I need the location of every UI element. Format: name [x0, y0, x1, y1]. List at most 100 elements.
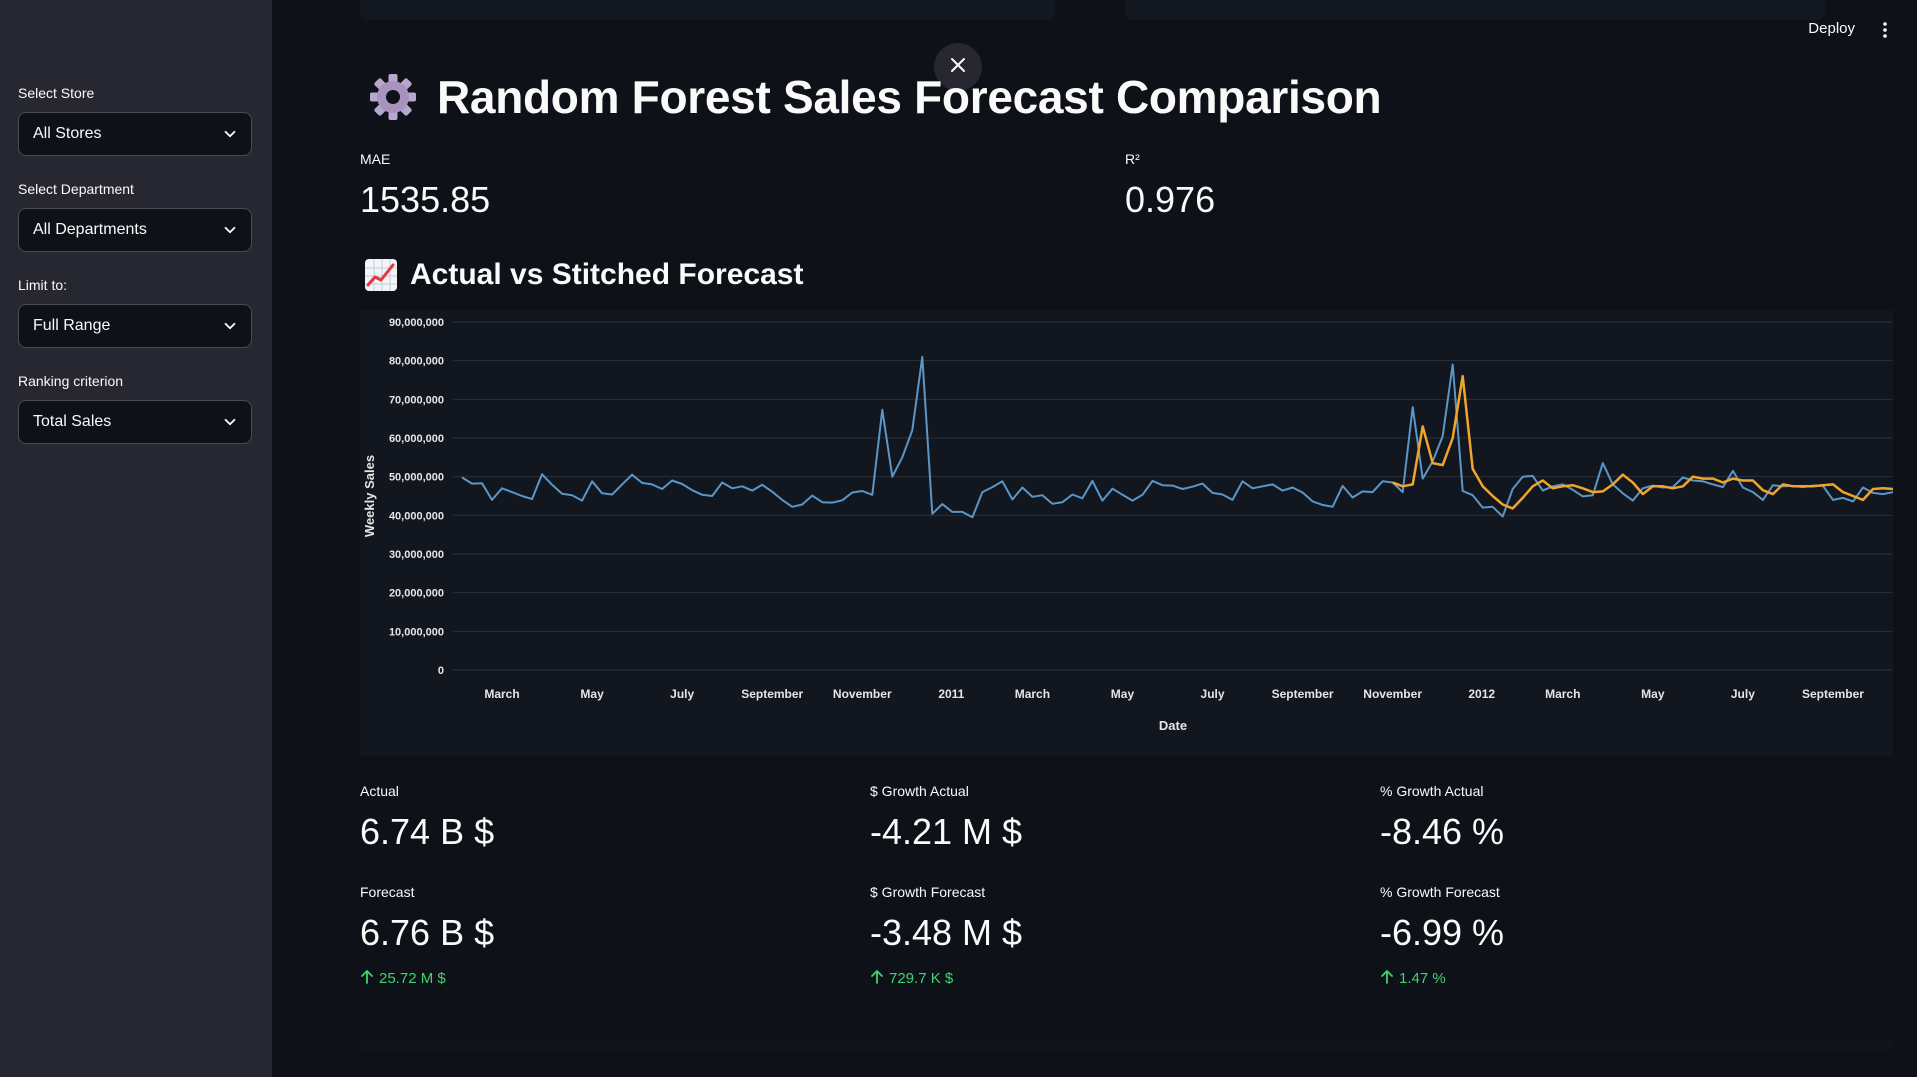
arrow-up-icon [870, 969, 884, 988]
y-tick-label: 0 [438, 665, 444, 677]
metric-r2: R² 0.976 [1125, 150, 1215, 222]
y-tick-label: 80,000,000 [389, 356, 444, 368]
metric-value: 6.76 B $ [360, 912, 495, 953]
x-tick-label: March [484, 687, 519, 701]
ranking-filter-label: Ranking criterion [18, 373, 124, 389]
metric-actual: Actual 6.74 B $ [360, 782, 494, 854]
metric-label: Actual [360, 783, 399, 799]
metric-growth-forecast: $ Growth Forecast -3.48 M $ 729.7 K $ [870, 883, 1022, 988]
x-tick-label: September [1802, 687, 1864, 701]
ranking-select[interactable]: Total Sales [18, 400, 252, 444]
store-select[interactable]: All Stores [18, 112, 252, 156]
chevron-down-icon [223, 223, 237, 237]
department-filter: Select Department All Departments [18, 180, 254, 252]
x-tick-label: 2011 [938, 687, 964, 701]
forecast-sales-line [1392, 374, 1893, 510]
chart-section-header: Actual vs Stitched Forecast [364, 258, 803, 292]
store-select-value: All Stores [33, 125, 102, 142]
x-tick-label: July [670, 687, 694, 701]
x-tick-label: September [1272, 687, 1334, 701]
sidebar: Select Store All Stores Select Departmen… [0, 0, 272, 1077]
metric-label: $ Growth Actual [870, 783, 969, 799]
x-tick-label: May [1641, 687, 1665, 701]
metric-pct-growth-forecast: % Growth Forecast -6.99 % 1.47 % [1380, 883, 1504, 988]
y-tick-label: 60,000,000 [389, 433, 444, 445]
metric-label: MAE [360, 151, 391, 167]
metric-label: Forecast [360, 884, 415, 900]
metric-value: -8.46 % [1380, 811, 1505, 852]
metric-delta-value: 25.72 M $ [379, 970, 446, 987]
metric-label: R² [1125, 151, 1140, 167]
x-axis-title: Date [1159, 718, 1187, 733]
y-tick-label: 30,000,000 [389, 549, 444, 561]
metric-value: -4.21 M $ [870, 811, 1023, 852]
x-tick-label: July [1201, 687, 1225, 701]
metric-pct-growth-actual: % Growth Actual -8.46 % [1380, 782, 1504, 854]
store-filter-label: Select Store [18, 85, 95, 101]
actual-sales-line [461, 355, 1893, 519]
limit-select-value: Full Range [33, 317, 111, 334]
store-filter: Select Store All Stores [18, 84, 254, 156]
department-filter-label: Select Department [18, 181, 134, 197]
top-panel-right [1125, 0, 1825, 20]
ranking-filter: Ranking criterion Total Sales [18, 372, 254, 444]
limit-filter: Limit to: Full Range [18, 276, 254, 348]
metric-forecast: Forecast 6.76 B $ 25.72 M $ [360, 883, 494, 988]
metric-value: 6.74 B $ [360, 811, 495, 852]
metric-mae: MAE 1535.85 [360, 150, 490, 222]
bottom-panel [360, 1040, 1893, 1050]
ranking-select-value: Total Sales [33, 413, 112, 430]
page-header: Random Forest Sales Forecast Comparison [367, 70, 1382, 124]
metric-delta: 1.47 % [1380, 969, 1504, 988]
department-select[interactable]: All Departments [18, 208, 252, 252]
chart-section-title: Actual vs Stitched Forecast [410, 258, 804, 291]
deploy-button[interactable]: Deploy [1808, 20, 1855, 37]
y-tick-label: 90,000,000 [389, 317, 444, 329]
y-tick-label: 40,000,000 [389, 510, 444, 522]
x-tick-label: September [741, 687, 803, 701]
department-select-value: All Departments [33, 221, 147, 238]
y-axis-title: Weekly Sales [362, 455, 377, 537]
metric-value: 1535.85 [360, 179, 491, 220]
close-icon [950, 57, 966, 78]
y-tick-label: 50,000,000 [389, 472, 444, 484]
y-tick-label: 70,000,000 [389, 394, 444, 406]
x-tick-label: March [1545, 687, 1580, 701]
x-tick-label: July [1731, 687, 1755, 701]
y-tick-label: 20,000,000 [389, 588, 444, 600]
x-tick-label: March [1015, 687, 1050, 701]
arrow-up-icon [1380, 969, 1394, 988]
x-tick-label: May [580, 687, 604, 701]
metric-growth-actual: $ Growth Actual -4.21 M $ [870, 782, 1022, 854]
x-tick-label: November [833, 687, 892, 701]
x-tick-label: 2012 [1468, 687, 1495, 701]
x-tick-label: May [1111, 687, 1135, 701]
kebab-menu-icon[interactable] [1877, 18, 1893, 42]
metric-delta-value: 729.7 K $ [889, 970, 954, 987]
metric-label: % Growth Actual [1380, 783, 1484, 799]
metric-label: % Growth Forecast [1380, 884, 1500, 900]
y-tick-label: 10,000,000 [389, 626, 444, 638]
sales-chart: 0 10,000,000 20,000,000 30,000,000 40,000,00… [360, 310, 1893, 756]
sales-line-chart: 0 10,000,000 20,000,000 30,000,000 40,000,00… [362, 317, 1893, 733]
metric-label: $ Growth Forecast [870, 884, 986, 900]
limit-filter-label: Limit to: [18, 277, 68, 293]
close-button[interactable] [934, 43, 982, 91]
page-title: Random Forest Sales Forecast Comparison [437, 71, 1382, 123]
gear-icon [367, 71, 419, 123]
arrow-up-icon [360, 969, 374, 988]
metric-delta: 25.72 M $ [360, 969, 494, 988]
chevron-down-icon [223, 415, 237, 429]
metric-delta-value: 1.47 % [1399, 970, 1446, 987]
metric-delta: 729.7 K $ [870, 969, 1022, 988]
x-tick-label: November [1363, 687, 1422, 701]
chevron-down-icon [223, 127, 237, 141]
main-content: Random Forest Sales Forecast Comparison … [272, 0, 1917, 1077]
metric-value: 0.976 [1125, 179, 1216, 220]
metric-value: -3.48 M $ [870, 912, 1023, 953]
metric-value: -6.99 % [1380, 912, 1505, 953]
chart-increasing-icon [364, 258, 398, 292]
chevron-down-icon [223, 319, 237, 333]
top-panel-left [360, 0, 1055, 20]
limit-select[interactable]: Full Range [18, 304, 252, 348]
